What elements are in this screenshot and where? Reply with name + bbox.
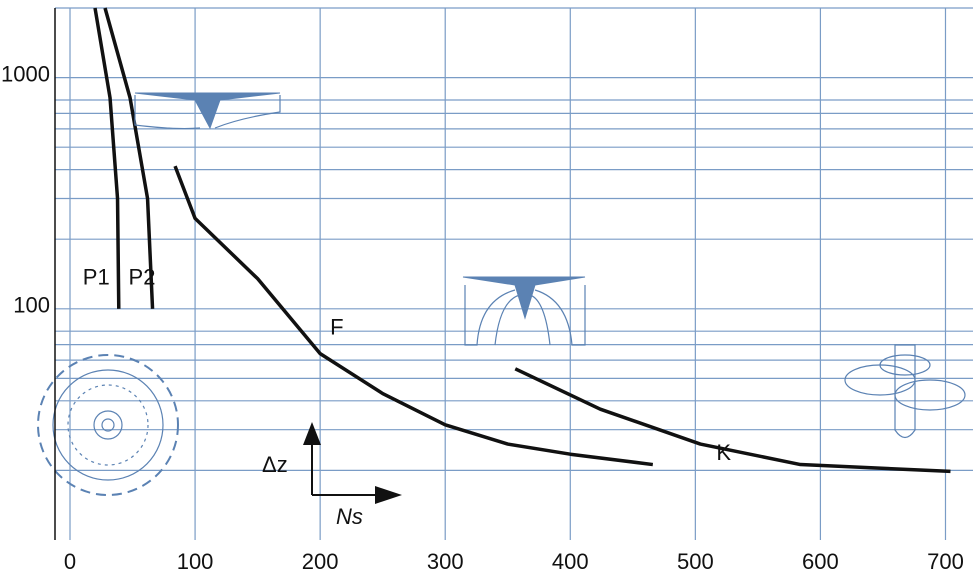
y-tick-label: 100 [13, 293, 50, 318]
x-tick-label: 0 [64, 549, 76, 574]
kaplan-runner-icon [845, 345, 965, 438]
grid [55, 8, 973, 540]
delta-z-label: Δz [262, 452, 288, 477]
x-tick-label: 700 [927, 549, 964, 574]
axis-arrows [303, 422, 402, 504]
x-tick-label: 400 [552, 549, 589, 574]
x-tick-label: 500 [677, 549, 714, 574]
curve [175, 166, 653, 464]
chart: Δz Ns 0 100 200 300 400 500 600 700 100 1000 P1 P2 F… [0, 0, 973, 578]
curve-label: P2 [129, 265, 156, 290]
y-tick-label: 1000 [1, 61, 50, 86]
pelton-icon [38, 355, 178, 495]
francis-runner-icon [463, 277, 585, 345]
x-tick-label: 200 [302, 549, 339, 574]
curve-label: K [716, 440, 731, 465]
x-tick-label: 100 [177, 549, 214, 574]
x-tick-label: 300 [427, 549, 464, 574]
x-tick-label: 600 [802, 549, 839, 574]
curve-label: F [330, 314, 343, 339]
ns-label: Ns [336, 504, 363, 529]
curve-label: P1 [83, 265, 110, 290]
pelton-runner-icon [135, 93, 280, 129]
